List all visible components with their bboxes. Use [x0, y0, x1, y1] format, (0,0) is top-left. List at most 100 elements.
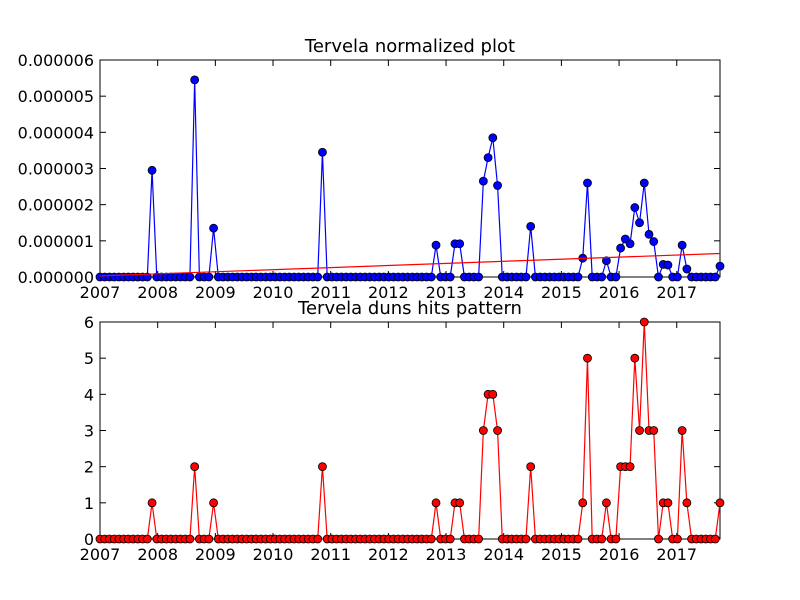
normalized-series-line	[100, 80, 720, 277]
hits-series-point	[683, 499, 691, 507]
normalized-series-point	[711, 273, 719, 281]
hits-series-point	[318, 463, 326, 471]
hits-series-point	[711, 535, 719, 543]
hits-series-point	[186, 535, 194, 543]
hits-series-point	[427, 535, 435, 543]
hits-series-point	[574, 535, 582, 543]
normalized-series-point	[475, 273, 483, 281]
hits-series-point	[489, 390, 497, 398]
normalized-series-point	[617, 244, 625, 252]
normalized-series-point	[522, 273, 530, 281]
hits-series-point	[678, 427, 686, 435]
hits-series-point	[210, 499, 218, 507]
normalized-series-point	[631, 204, 639, 212]
duns-hits-title: Tervela duns hits pattern	[297, 298, 522, 319]
x-tick-label: 2009	[195, 545, 236, 564]
y-tick-label: 5	[84, 349, 94, 368]
hits-series-point	[716, 499, 724, 507]
hits-series-point	[522, 535, 530, 543]
duns-hits-panel: Tervela duns hits pattern 2007 2008 2009 20…	[80, 298, 724, 564]
normalized-series-point	[598, 273, 606, 281]
hits-series-point	[636, 427, 644, 435]
normalized-series-point	[205, 273, 213, 281]
hits-series-point	[640, 318, 648, 326]
normalized-series-point	[446, 273, 454, 281]
hits-series-point	[650, 427, 658, 435]
normalized-series-point	[574, 273, 582, 281]
hits-series-point	[432, 499, 440, 507]
x-tick-label: 2008	[137, 283, 178, 302]
y-tick-label: 0.000004	[18, 123, 94, 142]
y-tick-label: 2	[84, 458, 94, 477]
x-tick-label: 2011	[310, 545, 351, 564]
x-tick-label: 2017	[656, 283, 697, 302]
y-tick-label: 6	[84, 313, 94, 332]
normalized-series-point	[527, 222, 535, 230]
hits-series-point	[475, 535, 483, 543]
y-tick-label: 0.000001	[18, 232, 94, 251]
y-tick-label: 0	[84, 530, 94, 549]
hits-series-point	[673, 535, 681, 543]
normalized-series-point	[479, 177, 487, 185]
hits-series-point	[205, 535, 213, 543]
y-tick-label: 0.000005	[18, 87, 94, 106]
normalized-plot-title: Tervela normalized plot	[304, 36, 515, 57]
normalized-series-point	[427, 273, 435, 281]
x-tick-label: 2016	[599, 545, 640, 564]
normalized-series-point	[186, 273, 194, 281]
hits-series-point	[446, 535, 454, 543]
y-tick-label: 3	[84, 422, 94, 441]
hits-series-point	[143, 535, 151, 543]
normalized-series-point	[636, 219, 644, 227]
y-tick-label: 1	[84, 494, 94, 513]
trend-line-line	[100, 253, 720, 275]
y-tick-label: 0.000003	[18, 160, 94, 179]
normalized-series-point	[664, 261, 672, 269]
hits-series-point	[612, 535, 620, 543]
normalized-series-point	[645, 230, 653, 238]
y-tick-label: 4	[84, 385, 94, 404]
hits-series-point	[602, 499, 610, 507]
normalized-series-point	[583, 179, 591, 187]
hits-series-point	[191, 463, 199, 471]
hits-series-point	[598, 535, 606, 543]
normalized-series-point	[654, 273, 662, 281]
normalized-series-point	[626, 240, 634, 248]
hits-series-point	[527, 463, 535, 471]
hits-series-point	[631, 354, 639, 362]
normalized-series-point	[678, 241, 686, 249]
normalized-series-point	[432, 241, 440, 249]
x-tick-label: 2008	[137, 545, 178, 564]
x-tick-label: 2015	[541, 545, 582, 564]
x-tick-label: 2017	[656, 545, 697, 564]
normalized-series-point	[640, 179, 648, 187]
hits-series-point	[314, 535, 322, 543]
normalized-series-point	[314, 273, 322, 281]
normalized-series-point	[612, 273, 620, 281]
hits-series-point	[456, 499, 464, 507]
normalized-series-point	[456, 240, 464, 248]
hits-series-point	[579, 499, 587, 507]
normalized-series-point	[683, 265, 691, 273]
normalized-series-point	[148, 166, 156, 174]
y-tick-label: 0.000000	[18, 268, 94, 287]
x-tick-label: 2010	[253, 283, 294, 302]
normalized-series-point	[489, 134, 497, 142]
x-tick-label: 2012	[368, 545, 409, 564]
hits-series-point	[494, 427, 502, 435]
hits-series-point	[479, 427, 487, 435]
normalized-series-point	[494, 181, 502, 189]
normalized-plot-panel: Tervela normalized plot 2007 2008 2009 2010…	[18, 36, 724, 302]
normalized-series-point	[318, 148, 326, 156]
normalized-series-point	[210, 224, 218, 232]
y-tick-label: 0.000006	[18, 51, 94, 70]
normalized-series-point	[650, 238, 658, 246]
normalized-series-point	[191, 76, 199, 84]
x-tick-label: 2014	[483, 545, 524, 564]
hits-series-point	[148, 499, 156, 507]
hits-series-point	[664, 499, 672, 507]
x-tick-label: 2013	[426, 545, 467, 564]
normalized-series-point	[673, 273, 681, 281]
x-tick-label: 2016	[599, 283, 640, 302]
